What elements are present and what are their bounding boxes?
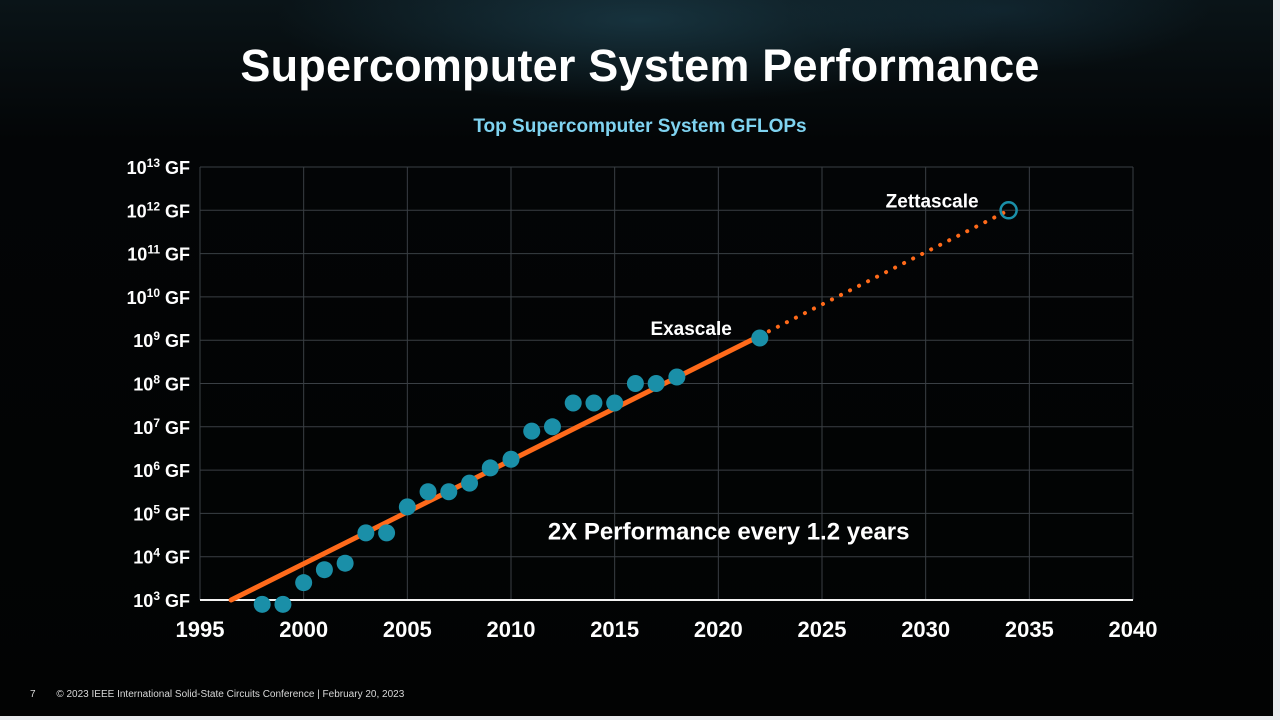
annotation-doubling-rate: 2X Performance every 1.2 years bbox=[548, 518, 910, 545]
y-tick-label: 106 GF bbox=[133, 459, 190, 481]
chart-grid bbox=[199, 166, 1134, 601]
data-point bbox=[295, 574, 313, 592]
data-point bbox=[461, 474, 479, 492]
chart-labels: Exascale Zettascale 2X Performance every 1… bbox=[548, 191, 979, 545]
x-tick-label: 2020 bbox=[694, 617, 743, 642]
data-point bbox=[647, 375, 665, 392]
page-number: 7 bbox=[30, 689, 36, 700]
data-point bbox=[440, 483, 458, 501]
annotation-zettascale: Zettascale bbox=[886, 191, 979, 212]
y-tick-label: 107 GF bbox=[133, 416, 190, 438]
y-tick-label: 1011 GF bbox=[127, 243, 190, 265]
data-point bbox=[336, 554, 354, 572]
data-point bbox=[253, 595, 271, 613]
annotation-exascale: Exascale bbox=[650, 319, 731, 340]
trend-line-projection bbox=[757, 208, 1011, 338]
x-tick-label: 2000 bbox=[279, 617, 328, 642]
data-point bbox=[626, 375, 644, 392]
data-point bbox=[481, 459, 499, 477]
data-point bbox=[274, 595, 292, 613]
chart-axes: 103 GF 104 GF 105 GF 106 GF 107 GF 108 GF 109 … bbox=[127, 156, 1158, 642]
x-tick-label: 2015 bbox=[590, 617, 639, 642]
data-point bbox=[315, 561, 333, 579]
footer-text: © 2023 IEEE International Solid-State Ci… bbox=[56, 689, 405, 700]
y-tick-label: 1010 GF bbox=[127, 286, 190, 308]
y-tick-label: 1013 GF bbox=[127, 156, 190, 178]
data-point bbox=[543, 418, 561, 436]
slide-title: Supercomputer System Performance bbox=[240, 40, 1040, 91]
data-points bbox=[253, 201, 1018, 613]
y-tick-label: 103 GF bbox=[133, 589, 190, 611]
data-point bbox=[378, 524, 396, 542]
y-tick-label: 1012 GF bbox=[127, 199, 190, 221]
y-tick-label: 109 GF bbox=[133, 329, 190, 351]
data-point bbox=[585, 394, 603, 412]
x-tick-label: 2010 bbox=[487, 617, 536, 642]
x-tick-label: 2025 bbox=[798, 617, 847, 642]
data-point bbox=[564, 394, 582, 412]
data-point bbox=[502, 450, 520, 468]
data-point bbox=[398, 498, 416, 516]
x-tick-label: 1995 bbox=[176, 617, 225, 642]
y-tick-label: 105 GF bbox=[133, 502, 190, 524]
data-point bbox=[668, 368, 686, 386]
window-edge-right bbox=[1273, 0, 1280, 720]
data-point bbox=[419, 483, 437, 501]
chart-subtitle: Top Supercomputer System GFLOPs bbox=[473, 116, 807, 137]
y-tick-label: 108 GF bbox=[133, 373, 190, 395]
data-point bbox=[523, 422, 541, 440]
window-edge-bottom bbox=[0, 716, 1280, 720]
x-tick-label: 2040 bbox=[1109, 617, 1158, 642]
slide-footer: 7 © 2023 IEEE International Solid-State … bbox=[30, 689, 404, 700]
x-tick-label: 2030 bbox=[901, 617, 950, 642]
x-tick-label: 2005 bbox=[383, 617, 432, 642]
data-point bbox=[357, 524, 375, 542]
x-tick-label: 2035 bbox=[1005, 617, 1054, 642]
y-tick-label: 104 GF bbox=[133, 546, 190, 568]
data-point bbox=[606, 394, 624, 412]
projection-point-zettascale bbox=[999, 201, 1018, 220]
data-point bbox=[751, 329, 769, 347]
